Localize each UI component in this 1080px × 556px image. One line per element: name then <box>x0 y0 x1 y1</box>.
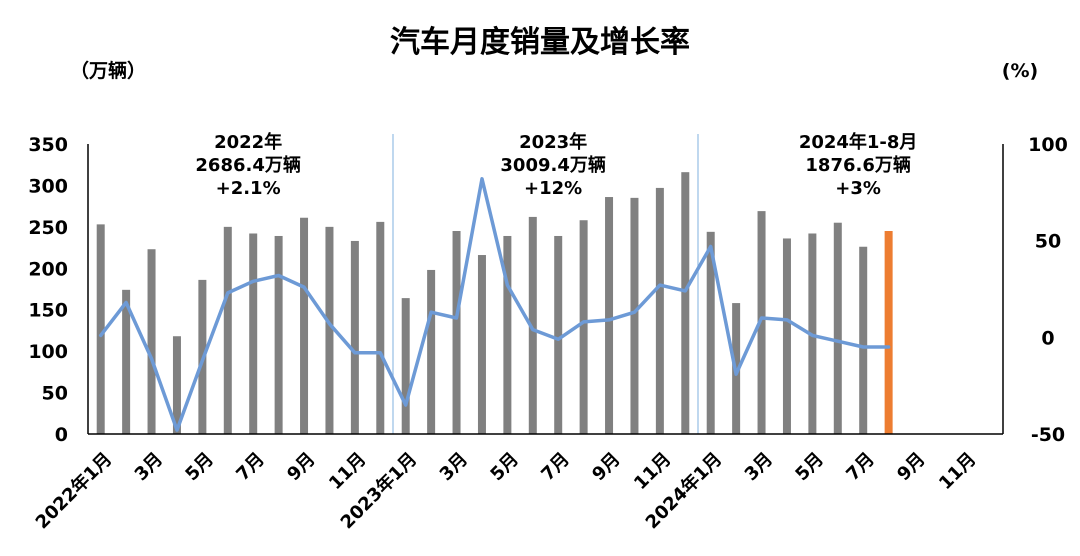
year-dividers <box>392 134 699 434</box>
left-tick-label: 300 <box>28 175 68 197</box>
growth-line <box>98 177 891 432</box>
period-annotation-line: 2023年 <box>519 131 587 153</box>
period-annotation-line: 2686.4万辆 <box>195 154 300 176</box>
bar-2024-08 <box>884 231 893 434</box>
bar-2022-10 <box>325 226 334 434</box>
bar-2023-03 <box>452 231 461 434</box>
bar-2023-12 <box>681 172 690 434</box>
right-tick-label: 50 <box>1035 231 1061 253</box>
bar-2022-06 <box>223 226 232 434</box>
right-y-ticks: 100 50 0 -50 <box>1028 134 1068 446</box>
x-tick-label: 3月 <box>131 449 167 485</box>
right-tick-label: 0 <box>1041 327 1054 349</box>
bar-2022-04 <box>172 336 181 434</box>
bar-2023-05 <box>503 235 512 434</box>
bar-2022-11 <box>350 240 359 434</box>
bar-2024-07 <box>859 246 868 434</box>
period-annotation-line: +12% <box>524 178 582 199</box>
left-tick-label: 200 <box>28 258 68 280</box>
bar-2022-08 <box>274 235 283 434</box>
bar-2024-04 <box>782 238 791 434</box>
x-tick-label: 9月 <box>588 449 624 485</box>
bar-2023-08 <box>579 220 588 434</box>
x-tick-label: 7月 <box>537 449 573 485</box>
bar-2023-07 <box>554 235 563 434</box>
left-tick-label: 250 <box>28 217 68 239</box>
period-annotation-line: 1876.6万辆 <box>805 154 910 176</box>
period-annotation-line: +2.1% <box>216 178 281 199</box>
axes <box>87 144 1004 435</box>
left-tick-label: 100 <box>28 341 68 363</box>
bar-2023-02 <box>427 269 436 434</box>
chart-title: 汽车月度销量及增长率 <box>390 25 690 60</box>
bar-2024-01 <box>706 231 715 434</box>
period-annotation-line: 2022年 <box>214 131 282 153</box>
growth-series-line <box>98 177 891 432</box>
left-axis-unit: （万辆） <box>70 59 146 82</box>
x-tick-label: 5月 <box>791 449 827 485</box>
left-tick-label: 150 <box>28 300 68 322</box>
bar-2024-06 <box>833 222 842 434</box>
bar-2022-01 <box>96 224 105 434</box>
sales-bars <box>96 172 893 434</box>
x-tick-label: 7月 <box>232 449 268 485</box>
period-annotation-line: +3% <box>835 178 881 199</box>
bar-2023-10 <box>630 197 639 434</box>
x-tick-label: 11月 <box>935 449 980 494</box>
bar-2022-02 <box>122 289 131 434</box>
x-tick-label: 3月 <box>436 449 472 485</box>
left-tick-label: 50 <box>42 383 68 405</box>
bar-2023-06 <box>528 216 537 434</box>
right-tick-label: 100 <box>1028 134 1068 156</box>
bar-2022-07 <box>249 233 258 434</box>
left-tick-label: 350 <box>28 134 68 156</box>
x-tick-label: 9月 <box>893 449 929 485</box>
x-tick-label: 9月 <box>283 449 319 485</box>
left-y-ticks: 350 300 250 200 150 100 50 0 <box>28 134 68 446</box>
x-tick-label: 11月 <box>630 449 675 494</box>
x-tick-label: 7月 <box>842 449 878 485</box>
bar-2022-12 <box>376 221 385 434</box>
bar-2023-11 <box>655 187 664 434</box>
bar-2023-01 <box>401 298 410 434</box>
bar-2023-09 <box>605 197 614 434</box>
right-tick-label: -50 <box>1031 424 1065 446</box>
bar-2022-09 <box>300 217 309 434</box>
x-tick-label: 5月 <box>181 449 217 485</box>
left-tick-label: 0 <box>55 424 68 446</box>
bar-2024-03 <box>757 211 766 434</box>
x-tick-label: 2022年1月 <box>31 448 116 533</box>
x-tick-label: 11月 <box>325 449 370 494</box>
period-annotation-line: 3009.4万辆 <box>500 154 605 176</box>
bar-2023-04 <box>477 255 486 434</box>
x-tick-label: 5月 <box>486 449 522 485</box>
bar-2022-03 <box>147 249 156 434</box>
right-axis-unit: (%) <box>1002 60 1038 82</box>
x-tick-label: 3月 <box>741 449 777 485</box>
period-annotation-line: 2024年1-8月 <box>799 131 918 153</box>
